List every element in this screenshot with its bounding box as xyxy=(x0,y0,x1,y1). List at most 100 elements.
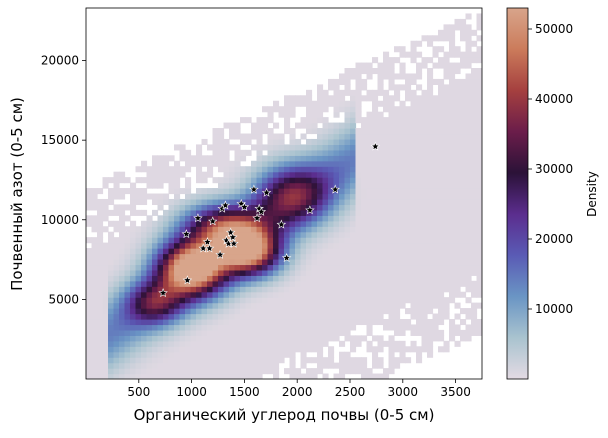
heatmap-cell xyxy=(273,318,280,326)
heatmap-cell xyxy=(152,313,159,320)
heatmap-cell xyxy=(410,144,417,151)
heatmap-cell xyxy=(350,171,357,178)
heatmap-cell xyxy=(372,275,379,282)
heatmap-cell xyxy=(278,111,285,118)
x-tick-label: 2000 xyxy=(282,385,313,399)
heatmap-cell xyxy=(152,297,159,304)
heatmap-cell xyxy=(443,117,450,124)
heatmap-cell xyxy=(157,308,164,315)
heatmap-cell xyxy=(405,78,412,85)
heatmap-cell xyxy=(306,340,313,347)
heatmap-cell xyxy=(157,340,164,347)
heatmap-cell xyxy=(405,111,412,118)
heatmap-cell xyxy=(388,269,395,276)
heatmap-cell xyxy=(454,122,461,129)
heatmap-cell xyxy=(251,231,258,238)
heatmap-cell xyxy=(471,286,478,293)
heatmap-cell xyxy=(432,280,439,287)
heatmap-cell xyxy=(163,166,170,173)
heatmap-cell xyxy=(449,95,456,102)
heatmap-cell xyxy=(476,13,482,20)
heatmap-cell xyxy=(449,35,456,42)
heatmap-cell xyxy=(234,188,241,195)
heatmap-cell xyxy=(289,362,296,369)
heatmap-cell xyxy=(256,226,263,233)
heatmap-cell xyxy=(240,264,247,271)
heatmap-cell xyxy=(432,133,439,140)
heatmap-cell xyxy=(108,209,115,216)
heatmap-cell xyxy=(421,171,428,178)
heatmap-cell xyxy=(141,242,148,249)
heatmap-cell xyxy=(339,258,346,266)
heatmap-cell xyxy=(86,258,93,266)
heatmap-cell xyxy=(174,171,181,178)
heatmap-cell xyxy=(427,68,434,75)
heatmap-cell xyxy=(212,160,219,167)
heatmap-cell xyxy=(218,188,225,195)
x-tick-label: 1500 xyxy=(229,385,260,399)
heatmap-cell xyxy=(383,198,390,206)
heatmap-cell xyxy=(135,286,142,293)
heatmap-cell xyxy=(350,100,357,107)
heatmap-cell xyxy=(179,269,186,276)
heatmap-cell xyxy=(201,324,208,331)
heatmap-cell xyxy=(355,362,362,369)
heatmap-cell xyxy=(427,237,434,244)
heatmap-cell xyxy=(113,171,120,178)
heatmap-cell xyxy=(245,258,252,266)
heatmap-cell xyxy=(300,226,307,233)
heatmap-cell xyxy=(350,89,357,96)
heatmap-cell xyxy=(273,226,280,233)
heatmap-cell xyxy=(416,302,423,309)
heatmap-cell xyxy=(366,226,373,233)
heatmap-cell xyxy=(108,362,115,369)
heatmap-cell xyxy=(416,264,423,271)
heatmap-cell xyxy=(328,362,335,369)
heatmap-cell xyxy=(306,144,313,151)
heatmap-cell xyxy=(300,373,307,379)
heatmap-cell xyxy=(427,258,434,266)
heatmap-cell xyxy=(300,100,307,107)
heatmap-cell xyxy=(339,89,346,96)
heatmap-cell xyxy=(152,368,159,375)
heatmap-cell xyxy=(394,346,401,353)
heatmap-cell xyxy=(196,329,203,336)
heatmap-cell xyxy=(174,275,181,282)
heatmap-cell xyxy=(196,177,203,184)
heatmap-cell xyxy=(91,275,98,282)
heatmap-cell xyxy=(388,318,395,326)
heatmap-cell xyxy=(119,329,126,336)
heatmap-cell xyxy=(157,231,164,238)
heatmap-cell xyxy=(196,171,203,178)
heatmap-cell xyxy=(460,29,467,36)
heatmap-cell xyxy=(295,209,302,216)
heatmap-cell xyxy=(344,220,351,227)
heatmap-cell xyxy=(262,280,269,287)
heatmap-cell xyxy=(141,253,148,260)
heatmap-cell xyxy=(355,226,362,233)
heatmap-cell xyxy=(388,362,395,369)
heatmap-cell xyxy=(394,117,401,124)
heatmap-cell xyxy=(339,340,346,347)
heatmap-cell xyxy=(190,198,197,206)
heatmap-cell xyxy=(399,188,406,195)
heatmap-cell xyxy=(267,302,274,309)
heatmap-cell xyxy=(86,340,93,347)
heatmap-cell xyxy=(223,373,230,379)
heatmap-cell xyxy=(124,253,131,260)
heatmap-cell xyxy=(471,226,478,233)
heatmap-cell xyxy=(124,297,131,304)
heatmap-cell xyxy=(245,133,252,140)
heatmap-cell xyxy=(295,220,302,227)
heatmap-cell xyxy=(289,95,296,102)
heatmap-cell xyxy=(218,318,225,326)
heatmap-cell xyxy=(234,248,241,255)
heatmap-cell xyxy=(460,144,467,151)
heatmap-cell xyxy=(377,242,384,249)
data-point-star xyxy=(249,184,259,194)
heatmap-cell xyxy=(119,242,126,249)
heatmap-cell xyxy=(190,324,197,331)
heatmap-cell xyxy=(421,346,428,353)
heatmap-cell xyxy=(306,155,313,162)
